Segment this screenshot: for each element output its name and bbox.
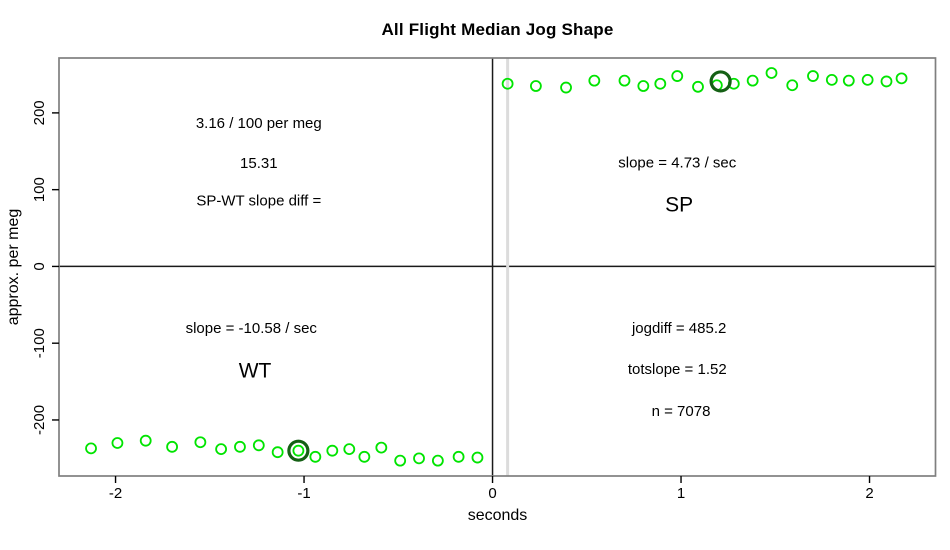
data-point-sp <box>618 74 631 87</box>
data-point-sp <box>529 80 542 92</box>
y-tick-label: 0 <box>31 262 48 270</box>
annotation-wt-slope: slope = -10.58 / sec <box>186 320 318 337</box>
x-tick-label: -1 <box>297 485 310 502</box>
annotation-slope-diff-value: 15.31 <box>240 155 278 172</box>
annotation-sp-label: SP <box>665 194 693 217</box>
annotation-sp-slope: slope = 4.73 / sec <box>618 154 736 171</box>
y-tick-label: 200 <box>31 100 48 125</box>
data-point-sp <box>654 77 667 90</box>
data-point-sp <box>861 73 874 86</box>
y-tick-label: 100 <box>31 177 48 202</box>
annotation-jogdiff: jogdiff = 485.2 <box>631 320 726 337</box>
data-point-wt <box>309 450 322 463</box>
data-point-wt <box>139 434 152 447</box>
data-point-sp <box>692 80 704 93</box>
data-point-wt <box>358 450 371 463</box>
data-point-wt <box>326 444 339 457</box>
data-point-wt <box>85 442 97 455</box>
annotation-wt-label: WT <box>239 359 272 382</box>
y-tick-label: -200 <box>31 405 48 435</box>
y-axis-label: approx. per meg <box>5 208 22 326</box>
data-point-wt <box>452 450 465 463</box>
x-axis-label: seconds <box>467 507 528 524</box>
data-point-sp <box>880 75 893 88</box>
annotation-n-count: n = 7078 <box>652 403 711 420</box>
data-point-sp <box>671 70 684 82</box>
y-tick-label: -100 <box>31 328 48 358</box>
x-tick-label: 1 <box>677 485 685 502</box>
data-point-sp <box>807 70 819 82</box>
data-point-wt <box>234 440 246 453</box>
highlight-ring-sp <box>709 70 732 93</box>
data-point-sp <box>637 80 650 92</box>
data-point-wt <box>166 440 178 453</box>
data-point-wt <box>375 441 388 454</box>
data-point-wt <box>215 443 228 456</box>
data-point-sp <box>501 77 514 90</box>
data-point-wt <box>252 439 265 452</box>
x-tick-label: -2 <box>109 485 122 502</box>
data-point-sp <box>786 79 799 92</box>
data-point-wt <box>111 437 124 449</box>
data-point-wt <box>471 451 484 464</box>
data-point-sp <box>765 67 778 79</box>
x-tick-label: 0 <box>488 485 496 502</box>
data-point-wt <box>431 454 444 467</box>
data-point-sp <box>588 74 601 87</box>
annotation-totslope: totslope = 1.52 <box>628 361 727 378</box>
data-point-sp <box>746 74 759 87</box>
x-tick-label: 2 <box>865 485 873 502</box>
data-point-wt <box>413 452 425 465</box>
annotation-rate-per-meg: 3.16 / 100 per meg <box>196 115 322 132</box>
data-point-wt <box>394 454 407 467</box>
data-point-sp <box>895 72 908 85</box>
data-point-sp <box>825 73 838 86</box>
data-point-wt <box>292 444 305 457</box>
data-point-sp <box>842 74 855 87</box>
annotation-slope-diff-label: SP-WT slope diff = <box>196 193 321 210</box>
highlight-ring-wt <box>287 439 310 462</box>
data-point-wt <box>343 443 356 456</box>
chart-title: All Flight Median Jog Shape <box>381 20 614 39</box>
data-point-sp <box>560 81 572 94</box>
data-point-wt <box>271 446 284 459</box>
data-point-wt <box>194 436 207 449</box>
